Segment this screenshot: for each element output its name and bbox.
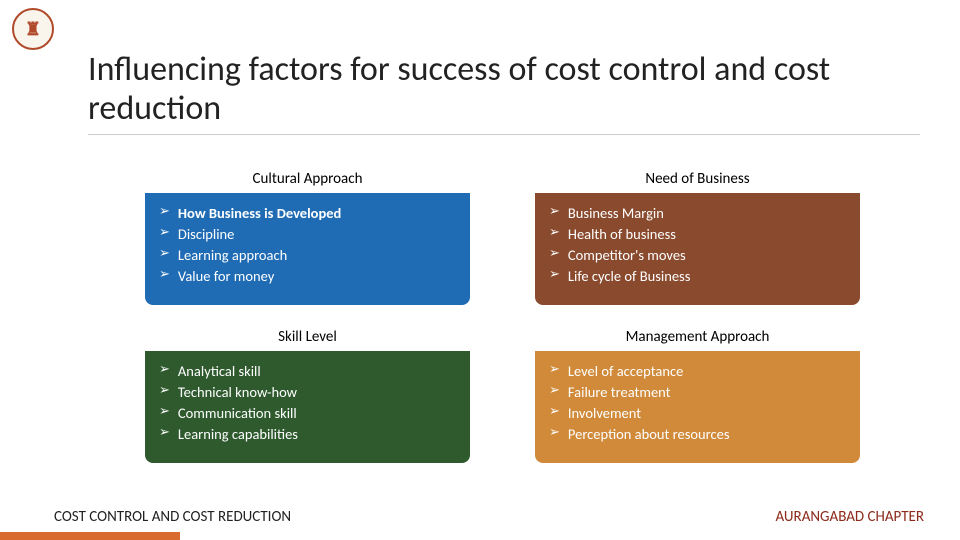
footer-right-text: AURANGABAD CHAPTER bbox=[775, 508, 924, 526]
card-body: ➢ How Business is Developed ➢ Discipline ➢… bbox=[145, 193, 470, 305]
card-header: Skill Level bbox=[145, 323, 470, 351]
bullet-icon: ➢ bbox=[159, 382, 170, 401]
card-header: Need of Business bbox=[535, 165, 860, 193]
bullet-icon: ➢ bbox=[159, 403, 170, 422]
list-item: Failure treatment bbox=[568, 382, 671, 403]
bullet-icon: ➢ bbox=[549, 424, 560, 443]
list-item: Involvement bbox=[568, 403, 641, 424]
cards-grid: Cultural Approach ➢ How Business is Devel… bbox=[145, 165, 860, 463]
card-body: ➢Level of acceptance ➢Failure treatment … bbox=[535, 351, 860, 463]
institution-logo: ♜ bbox=[12, 8, 54, 50]
list-item: Business Margin bbox=[568, 203, 664, 224]
list-item: Technical know-how bbox=[178, 382, 297, 403]
bullet-icon: ➢ bbox=[159, 224, 170, 243]
card-header: Cultural Approach bbox=[145, 165, 470, 193]
card-cultural-approach: Cultural Approach ➢ How Business is Devel… bbox=[145, 165, 470, 305]
card-skill-level: Skill Level ➢ Analytical skill ➢ Technical… bbox=[145, 323, 470, 463]
card-body: ➢ Business Margin ➢ Health of business ➢ Co… bbox=[535, 193, 860, 305]
bullet-icon: ➢ bbox=[549, 245, 560, 264]
bullet-icon: ➢ bbox=[159, 266, 170, 285]
bullet-icon: ➢ bbox=[159, 203, 170, 222]
footer-left-text: COST CONTROL AND COST REDUCTION bbox=[54, 508, 291, 526]
card-management-approach: Management Approach ➢ Level of acceptance… bbox=[535, 323, 860, 463]
bullet-icon: ➢ bbox=[549, 361, 560, 380]
list-item: Value for money bbox=[178, 266, 274, 287]
slide-title: Influencing factors for success of cost … bbox=[88, 50, 920, 135]
card-header: Management Approach bbox=[535, 323, 860, 351]
footer-accent-bar bbox=[0, 532, 180, 540]
bullet-icon: ➢ bbox=[549, 266, 560, 285]
card-body: ➢ Analytical skill ➢ Technical know-how ➢ C… bbox=[145, 351, 470, 463]
list-item: Learning approach bbox=[178, 245, 287, 266]
bullet-icon: ➢ bbox=[159, 424, 170, 443]
list-item: How Business is Developed bbox=[178, 203, 341, 224]
list-item: Perception about resources bbox=[568, 424, 730, 445]
list-item: Level of acceptance bbox=[568, 361, 683, 382]
bullet-icon: ➢ bbox=[159, 245, 170, 264]
card-need-of-business: Need of Business ➢ Business Margin ➢ Healt… bbox=[535, 165, 860, 305]
bullet-icon: ➢ bbox=[549, 403, 560, 422]
bullet-icon: ➢ bbox=[549, 203, 560, 222]
bullet-icon: ➢ bbox=[159, 361, 170, 380]
list-item: Discipline bbox=[178, 224, 235, 245]
list-item: Life cycle of Business bbox=[568, 266, 690, 287]
list-item: Learning capabilities bbox=[178, 424, 298, 445]
list-item: Health of business bbox=[568, 224, 676, 245]
list-item: Analytical skill bbox=[178, 361, 261, 382]
list-item: Competitor's moves bbox=[568, 245, 686, 266]
bullet-icon: ➢ bbox=[549, 382, 560, 401]
bullet-icon: ➢ bbox=[549, 224, 560, 243]
list-item: Communication skill bbox=[178, 403, 297, 424]
